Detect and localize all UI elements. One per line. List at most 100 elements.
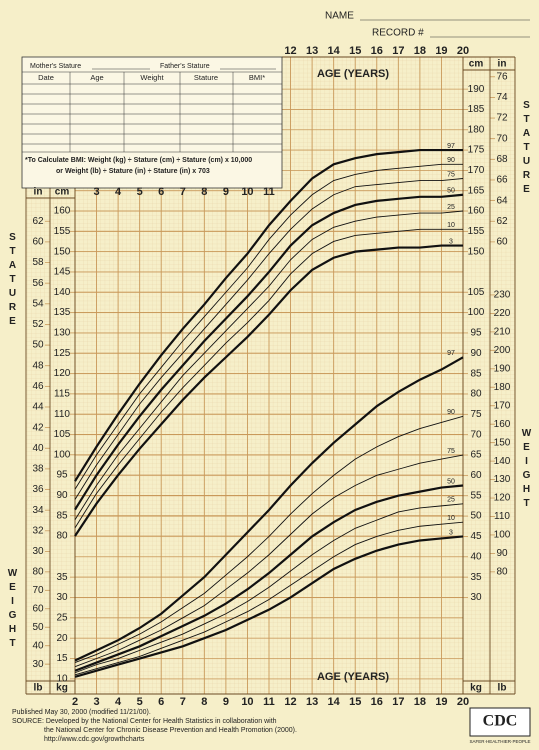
y-tick-label: 90 <box>470 348 482 359</box>
y-tick-label: 105 <box>54 429 71 440</box>
x-tick-label: 19 <box>435 696 447 708</box>
y-tick-label: 145 <box>54 267 71 278</box>
percentile-curve <box>74 503 464 674</box>
x-tick-label: 20 <box>457 696 469 708</box>
form: Mother's Stature Father's Stature Date A… <box>21 56 283 189</box>
y-tick-label: 75 <box>470 409 482 420</box>
percentile-curve <box>74 356 464 662</box>
x-tick-label: 16 <box>371 45 383 57</box>
y-tick-label: 120 <box>54 368 71 379</box>
y-tick-label: 140 <box>494 456 511 467</box>
footer-text: the National Center for Chronic Disease … <box>44 727 297 734</box>
y-tick-label: 50 <box>470 511 482 522</box>
x-axis-label: AGE (YEARS) <box>317 68 389 80</box>
y-tick-label: 105 <box>468 287 485 298</box>
y-tick-label: 200 <box>494 345 511 356</box>
x-tick-label: 10 <box>241 186 253 198</box>
column-header: Weight <box>140 73 164 82</box>
y-tick-label: 15 <box>56 653 68 664</box>
x-tick-label: 7 <box>180 186 186 198</box>
y-tick-label: 95 <box>470 328 482 339</box>
percentile-curve <box>74 521 464 676</box>
y-tick-label: 46 <box>32 381 44 392</box>
x-tick-label: 19 <box>435 45 447 57</box>
curve-label: 75 <box>447 448 455 455</box>
y-tick-label: 130 <box>54 328 71 339</box>
percentile-curve <box>74 228 463 529</box>
y-tick-label: 80 <box>32 567 44 578</box>
y-tick-label: 160 <box>54 206 71 217</box>
y-tick-label: 160 <box>468 206 485 217</box>
x-tick-label: 18 <box>414 696 426 708</box>
y-tick-label: 170 <box>468 165 485 176</box>
x-tick-label: 5 <box>137 696 143 708</box>
y-tick-label: 60 <box>32 603 44 614</box>
y-tick-label: 120 <box>494 493 511 504</box>
y-tick-label: 25 <box>56 612 68 623</box>
y-tick-label: 175 <box>468 145 485 156</box>
y-tick-label: 32 <box>32 525 44 536</box>
logo-tagline: SAFER·HEALTHIER·PEOPLE <box>470 739 531 744</box>
y-tick-label: 90 <box>56 490 68 501</box>
y-tick-label: 115 <box>54 388 70 399</box>
y-tick-label: 30 <box>32 546 44 557</box>
y-tick-label: 170 <box>494 400 511 411</box>
axis-title: WEIGHT <box>521 428 532 512</box>
percentile-curve <box>74 163 463 490</box>
x-tick-label: 17 <box>392 45 404 57</box>
footer-text: SOURCE: Developed by the National Center… <box>12 718 277 725</box>
y-tick-label: 185 <box>468 104 485 115</box>
percentile-curve <box>74 454 464 668</box>
y-tick-label: 230 <box>494 290 511 301</box>
axis-title: STATURE <box>521 100 532 198</box>
y-tick-label: 80 <box>470 389 482 400</box>
y-tick-label: 68 <box>496 154 508 165</box>
y-tick-label: 155 <box>468 226 485 237</box>
curve-label: 3 <box>449 238 453 245</box>
y-tick-label: 165 <box>468 185 485 196</box>
y-tick-label: 64 <box>496 195 508 206</box>
curve-label: 97 <box>447 143 455 150</box>
curve-label: 97 <box>447 350 455 357</box>
logo-name: CDC <box>483 713 518 730</box>
logo-box <box>469 707 531 737</box>
column-header: BMI* <box>249 73 265 82</box>
y-tick-label: 100 <box>54 449 71 460</box>
y-tick-label: 40 <box>32 640 44 651</box>
x-tick-label: 11 <box>263 186 275 198</box>
x-tick-label: 12 <box>284 696 296 708</box>
form-box <box>21 56 283 189</box>
unit-label: lb <box>498 683 507 694</box>
curve-label: 10 <box>447 222 455 229</box>
percentile-curve <box>74 193 464 511</box>
y-tick-label: 62 <box>32 216 44 227</box>
x-tick-label: 14 <box>328 45 341 57</box>
unit-label: in <box>34 187 43 198</box>
y-tick-label: 44 <box>32 402 44 413</box>
y-tick-label: 80 <box>56 531 68 542</box>
father-stature: Father's Stature <box>160 63 210 70</box>
y-tick-label: 48 <box>32 360 44 371</box>
y-tick-label: 20 <box>56 633 68 644</box>
curve-label: 50 <box>447 478 455 485</box>
x-tick-label: 20 <box>457 45 469 57</box>
axis-title: WEIGHT <box>7 568 18 652</box>
y-tick-label: 160 <box>494 419 511 430</box>
x-tick-label: 6 <box>158 186 164 198</box>
x-tick-label: 4 <box>115 186 122 198</box>
y-tick-label: 135 <box>54 307 71 318</box>
x-tick-label: 8 <box>201 186 207 198</box>
axis-title: STATURE <box>7 232 18 330</box>
x-tick-label: 14 <box>328 696 341 708</box>
y-tick-label: 110 <box>54 409 70 420</box>
unit-label: cm <box>55 187 70 198</box>
labels: NAME RECORD # AGE (YEARS) AGE (YEARS) cm… <box>12 11 531 744</box>
y-tick-label: 40 <box>32 443 44 454</box>
x-tick-label: 11 <box>263 696 275 708</box>
bmi-note: or Weight (lb) ÷ Stature (in) ÷ Stature … <box>56 168 210 175</box>
curve-label: 75 <box>447 171 455 178</box>
y-tick-label: 85 <box>470 368 482 379</box>
y-tick-label: 42 <box>32 422 44 433</box>
